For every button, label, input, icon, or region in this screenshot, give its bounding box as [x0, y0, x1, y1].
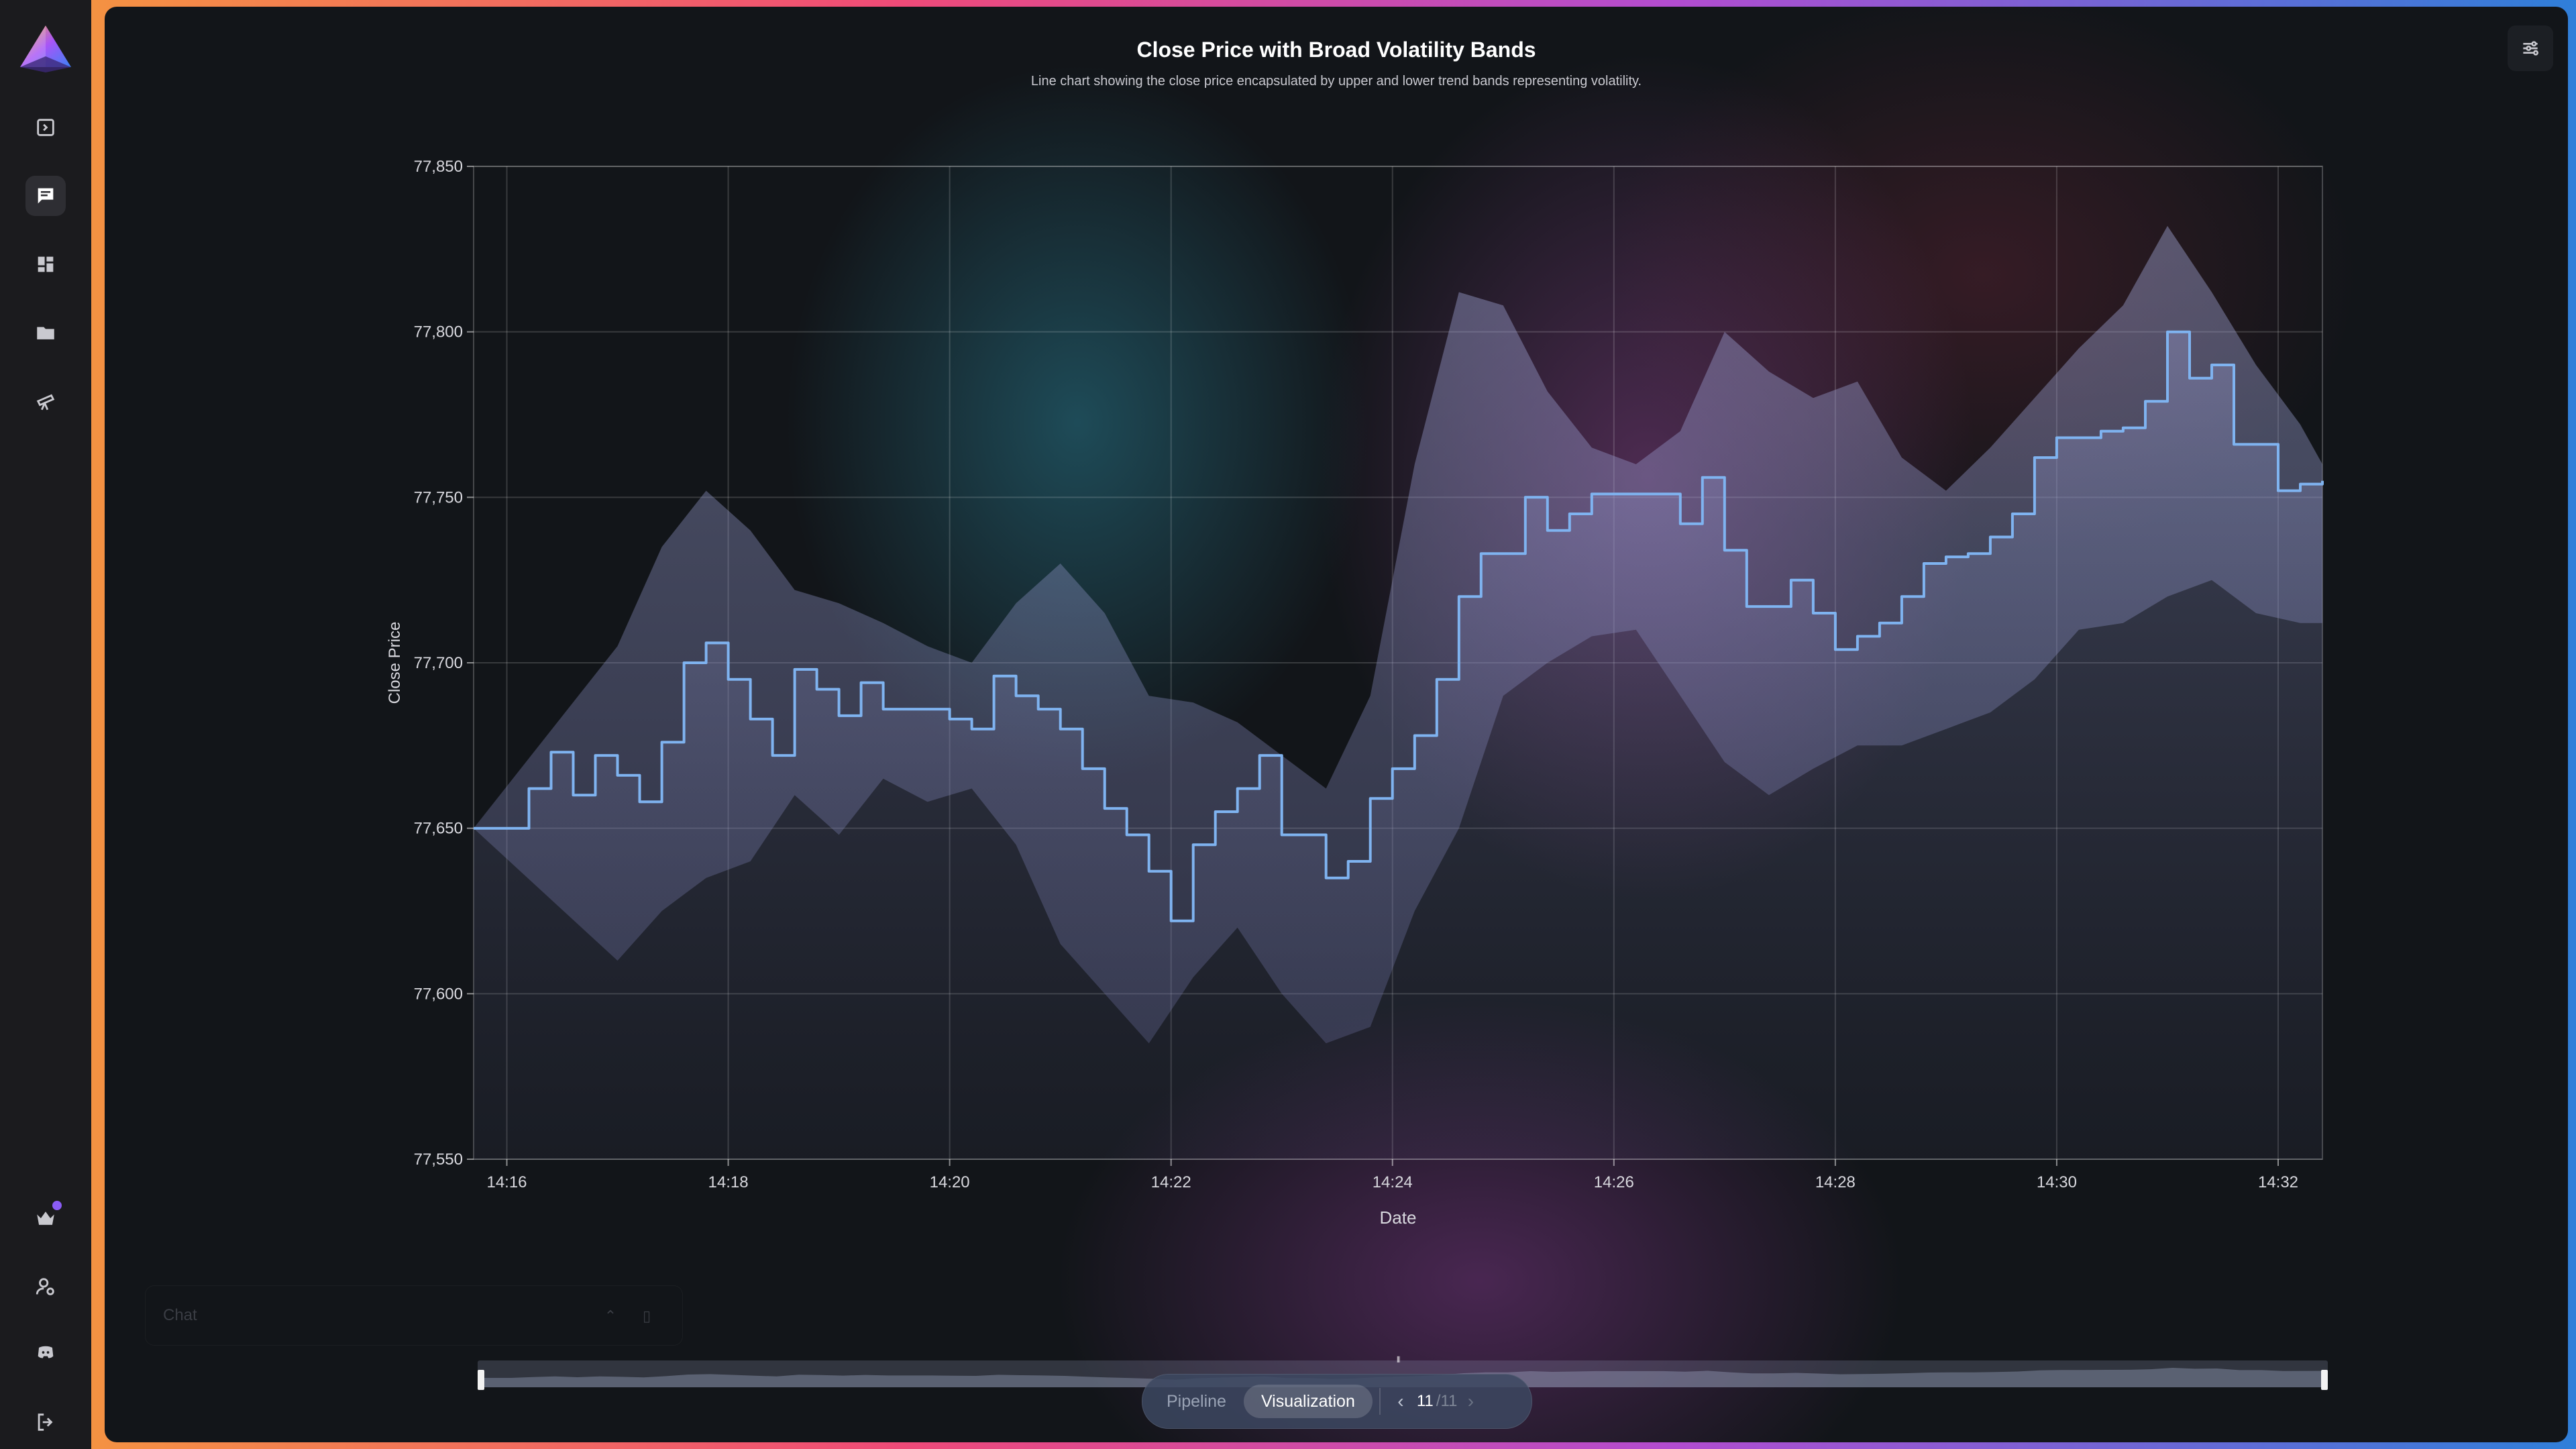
x-tick-label: 14:30 — [2037, 1173, 2077, 1191]
chart-panel: Close Price with Broad Volatility Bands … — [105, 7, 2568, 1442]
close-price-area — [474, 331, 2322, 1160]
logout-icon[interactable] — [25, 1402, 66, 1442]
discord-icon[interactable] — [25, 1332, 66, 1373]
nav-divider — [1379, 1388, 1381, 1415]
y-tick-label: 77,800 — [414, 323, 463, 341]
panel-toggle-icon[interactable]: ▯ — [642, 1307, 651, 1324]
app-logo-icon[interactable] — [17, 23, 74, 74]
x-tick-label: 14:20 — [930, 1173, 970, 1191]
x-tick-label: 14:32 — [2258, 1173, 2298, 1191]
volatility-band-area — [474, 225, 2322, 1044]
x-tick-label: 14:16 — [486, 1173, 527, 1191]
sidebar-toggle-icon[interactable] — [25, 107, 66, 148]
volatility-bands — [474, 225, 2322, 1160]
tab-pipeline[interactable]: Pipeline — [1167, 1392, 1226, 1411]
x-axis-label: Date — [1380, 1208, 1417, 1228]
dashboard-icon[interactable] — [25, 244, 66, 284]
axes: 77,550 77,600 77,650 77,700 77,750 77,800 77,8… — [386, 158, 2298, 1228]
folder-icon[interactable] — [25, 313, 66, 353]
x-tick-label: 14:28 — [1815, 1173, 1856, 1191]
user-settings-icon[interactable] — [25, 1267, 66, 1307]
y-tick-label: 77,600 — [414, 985, 463, 1003]
y-axis-label: Close Price — [386, 622, 404, 704]
chart-title: Close Price with Broad Volatility Bands — [1136, 38, 1536, 62]
chevron-up-icon[interactable]: ⌃ — [604, 1307, 617, 1324]
brush-handle-right[interactable] — [2321, 1370, 2328, 1390]
y-tick-label: 77,550 — [414, 1150, 463, 1169]
x-tick-label: 14:18 — [708, 1173, 749, 1191]
y-tick-label: 77,750 — [414, 488, 463, 506]
brush-handle-left[interactable] — [478, 1370, 484, 1390]
y-tick-label: 77,650 — [414, 820, 463, 838]
chat-input-box[interactable]: Chat ⌃ ▯ — [145, 1285, 683, 1346]
chevron-left-icon[interactable]: ‹ — [1397, 1391, 1404, 1411]
close-price-series — [474, 330, 2324, 922]
page-total: /11 — [1436, 1392, 1458, 1410]
chat-placeholder: Chat — [163, 1306, 197, 1324]
close-price-line — [474, 330, 2324, 922]
chart-settings-button[interactable] — [2508, 25, 2553, 71]
bottom-nav: Pipeline Visualization ‹ 11 /11 › — [1142, 1374, 1532, 1429]
y-tick-label: 77,850 — [414, 158, 463, 176]
telescope-icon[interactable] — [25, 381, 66, 421]
x-tick-label: 14:24 — [1373, 1173, 1413, 1191]
tab-visualization[interactable]: Visualization — [1243, 1385, 1373, 1418]
x-tick-label: 14:22 — [1151, 1173, 1191, 1191]
crown-icon[interactable] — [25, 1198, 66, 1238]
sidebar — [0, 0, 91, 1449]
brush-grip-icon[interactable]: ⦀ — [1397, 1355, 1401, 1364]
line-chart: 77,550 77,600 77,650 77,700 77,750 77,800 77,8… — [386, 158, 2324, 1228]
y-tick-label: 77,700 — [414, 654, 463, 672]
chat-icon[interactable] — [25, 176, 66, 216]
chevron-right-icon[interactable]: › — [1467, 1391, 1474, 1411]
page-current: 11 — [1416, 1392, 1434, 1410]
sliders-icon — [2523, 41, 2538, 56]
x-tick-label: 14:26 — [1594, 1173, 1634, 1191]
notification-dot — [52, 1201, 62, 1210]
chart-subtitle: Line chart showing the close price encap… — [1030, 74, 1642, 89]
